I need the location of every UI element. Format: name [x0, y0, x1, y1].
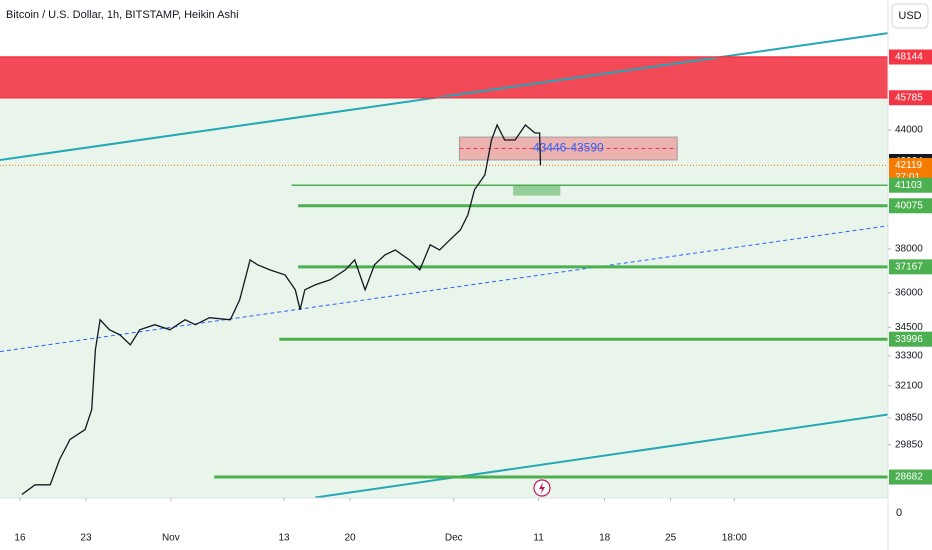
level-label: 37167 — [895, 262, 923, 273]
level-label: 48144 — [895, 52, 923, 63]
currency-button[interactable] — [891, 3, 929, 29]
event-icon-bolt — [539, 482, 545, 494]
level-label-box — [889, 90, 932, 106]
resistance-zone — [0, 57, 888, 98]
level-label-box — [889, 259, 932, 275]
small-box — [513, 185, 561, 196]
x-tick-label: 18:00 — [722, 533, 747, 544]
y-tick-label: 36000 — [895, 287, 923, 298]
x-tick-label: 11 — [533, 533, 544, 544]
x-tick-label: 18 — [599, 533, 611, 544]
y-tick-label: 33300 — [895, 351, 923, 362]
y-tick-label: 32100 — [895, 380, 923, 391]
channel-zone — [0, 97, 888, 498]
range-label: 43446-43590 — [533, 141, 604, 155]
x-tick-label: 16 — [14, 533, 26, 544]
level-label: 40075 — [895, 200, 923, 211]
level-label: 33996 — [895, 334, 923, 345]
x-tick-label: Dec — [445, 533, 463, 544]
y-tick-label: 29850 — [895, 439, 923, 450]
level-label: 41103 — [895, 180, 923, 191]
volume-axis-label: 0 — [896, 507, 902, 519]
y-tick-label: 30850 — [895, 413, 923, 424]
price-line — [21, 123, 542, 496]
plot-area: 43446-43590 — [0, 32, 889, 499]
x-tick-label: Nov — [162, 533, 180, 544]
y-tick-label: 34500 — [895, 322, 923, 333]
level-label-box — [889, 49, 932, 65]
level-label-box — [889, 198, 932, 214]
level-label: 28682 — [895, 472, 923, 483]
trend-line — [0, 32, 889, 161]
countdown-label: 27:01 — [895, 172, 920, 183]
currency-label[interactable]: USD — [898, 10, 921, 22]
trend-line — [0, 225, 889, 353]
x-tick-label: 20 — [344, 533, 356, 544]
level-label-box — [889, 331, 932, 347]
level-label-box — [889, 469, 932, 485]
y-tick-label: 38000 — [895, 244, 923, 255]
y-tick-label: 44000 — [895, 125, 923, 136]
x-tick-label: 13 — [278, 533, 290, 544]
x-tick-label: 23 — [80, 533, 92, 544]
level-label: 42119 — [895, 160, 923, 171]
level-label-box — [889, 177, 932, 193]
chart-title: Bitcoin / U.S. Dollar, 1h, BITSTAMP, Hei… — [6, 9, 239, 21]
level-label: 45785 — [895, 92, 923, 103]
x-tick-label: 25 — [665, 533, 677, 544]
trend-line — [314, 413, 889, 499]
